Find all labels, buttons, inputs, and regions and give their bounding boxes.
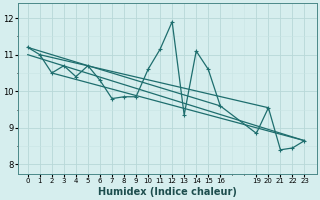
- X-axis label: Humidex (Indice chaleur): Humidex (Indice chaleur): [98, 187, 237, 197]
